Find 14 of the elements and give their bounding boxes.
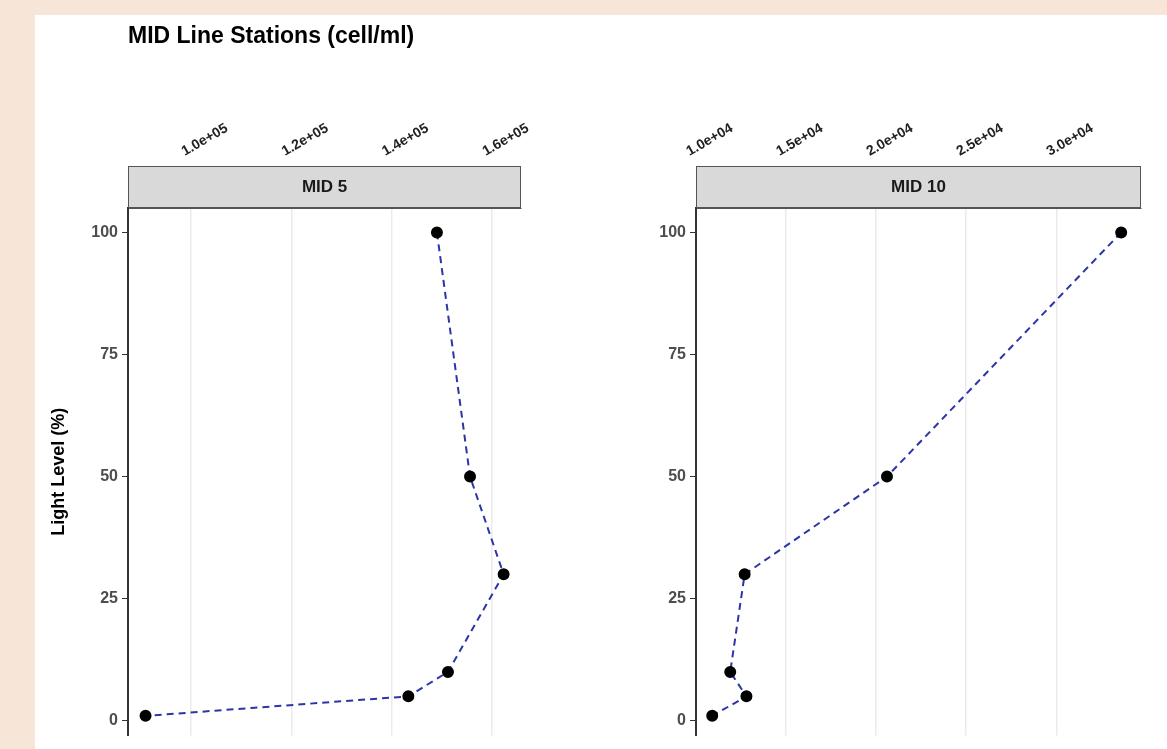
y-tick-label: 25 [668, 589, 687, 607]
chart-title: MID Line Stations (cell/ml) [128, 22, 415, 49]
y-tick-label: 100 [91, 222, 119, 240]
y-tick-label: 100 [659, 222, 687, 240]
y-tick-label: 0 [109, 711, 119, 729]
y-tick-label: 75 [100, 344, 119, 362]
chart-subtitle: MID 10 [696, 166, 1141, 208]
y-tick-label: 25 [100, 589, 119, 607]
y-axis-title: Light Level (%) [47, 407, 68, 536]
chart-subtitle: MID 5 [128, 166, 522, 208]
y-tick-label: 50 [668, 466, 687, 484]
y-tick-label: 0 [677, 711, 687, 729]
y-tick-label: 50 [100, 466, 119, 484]
y-tick-label: 75 [668, 344, 687, 362]
